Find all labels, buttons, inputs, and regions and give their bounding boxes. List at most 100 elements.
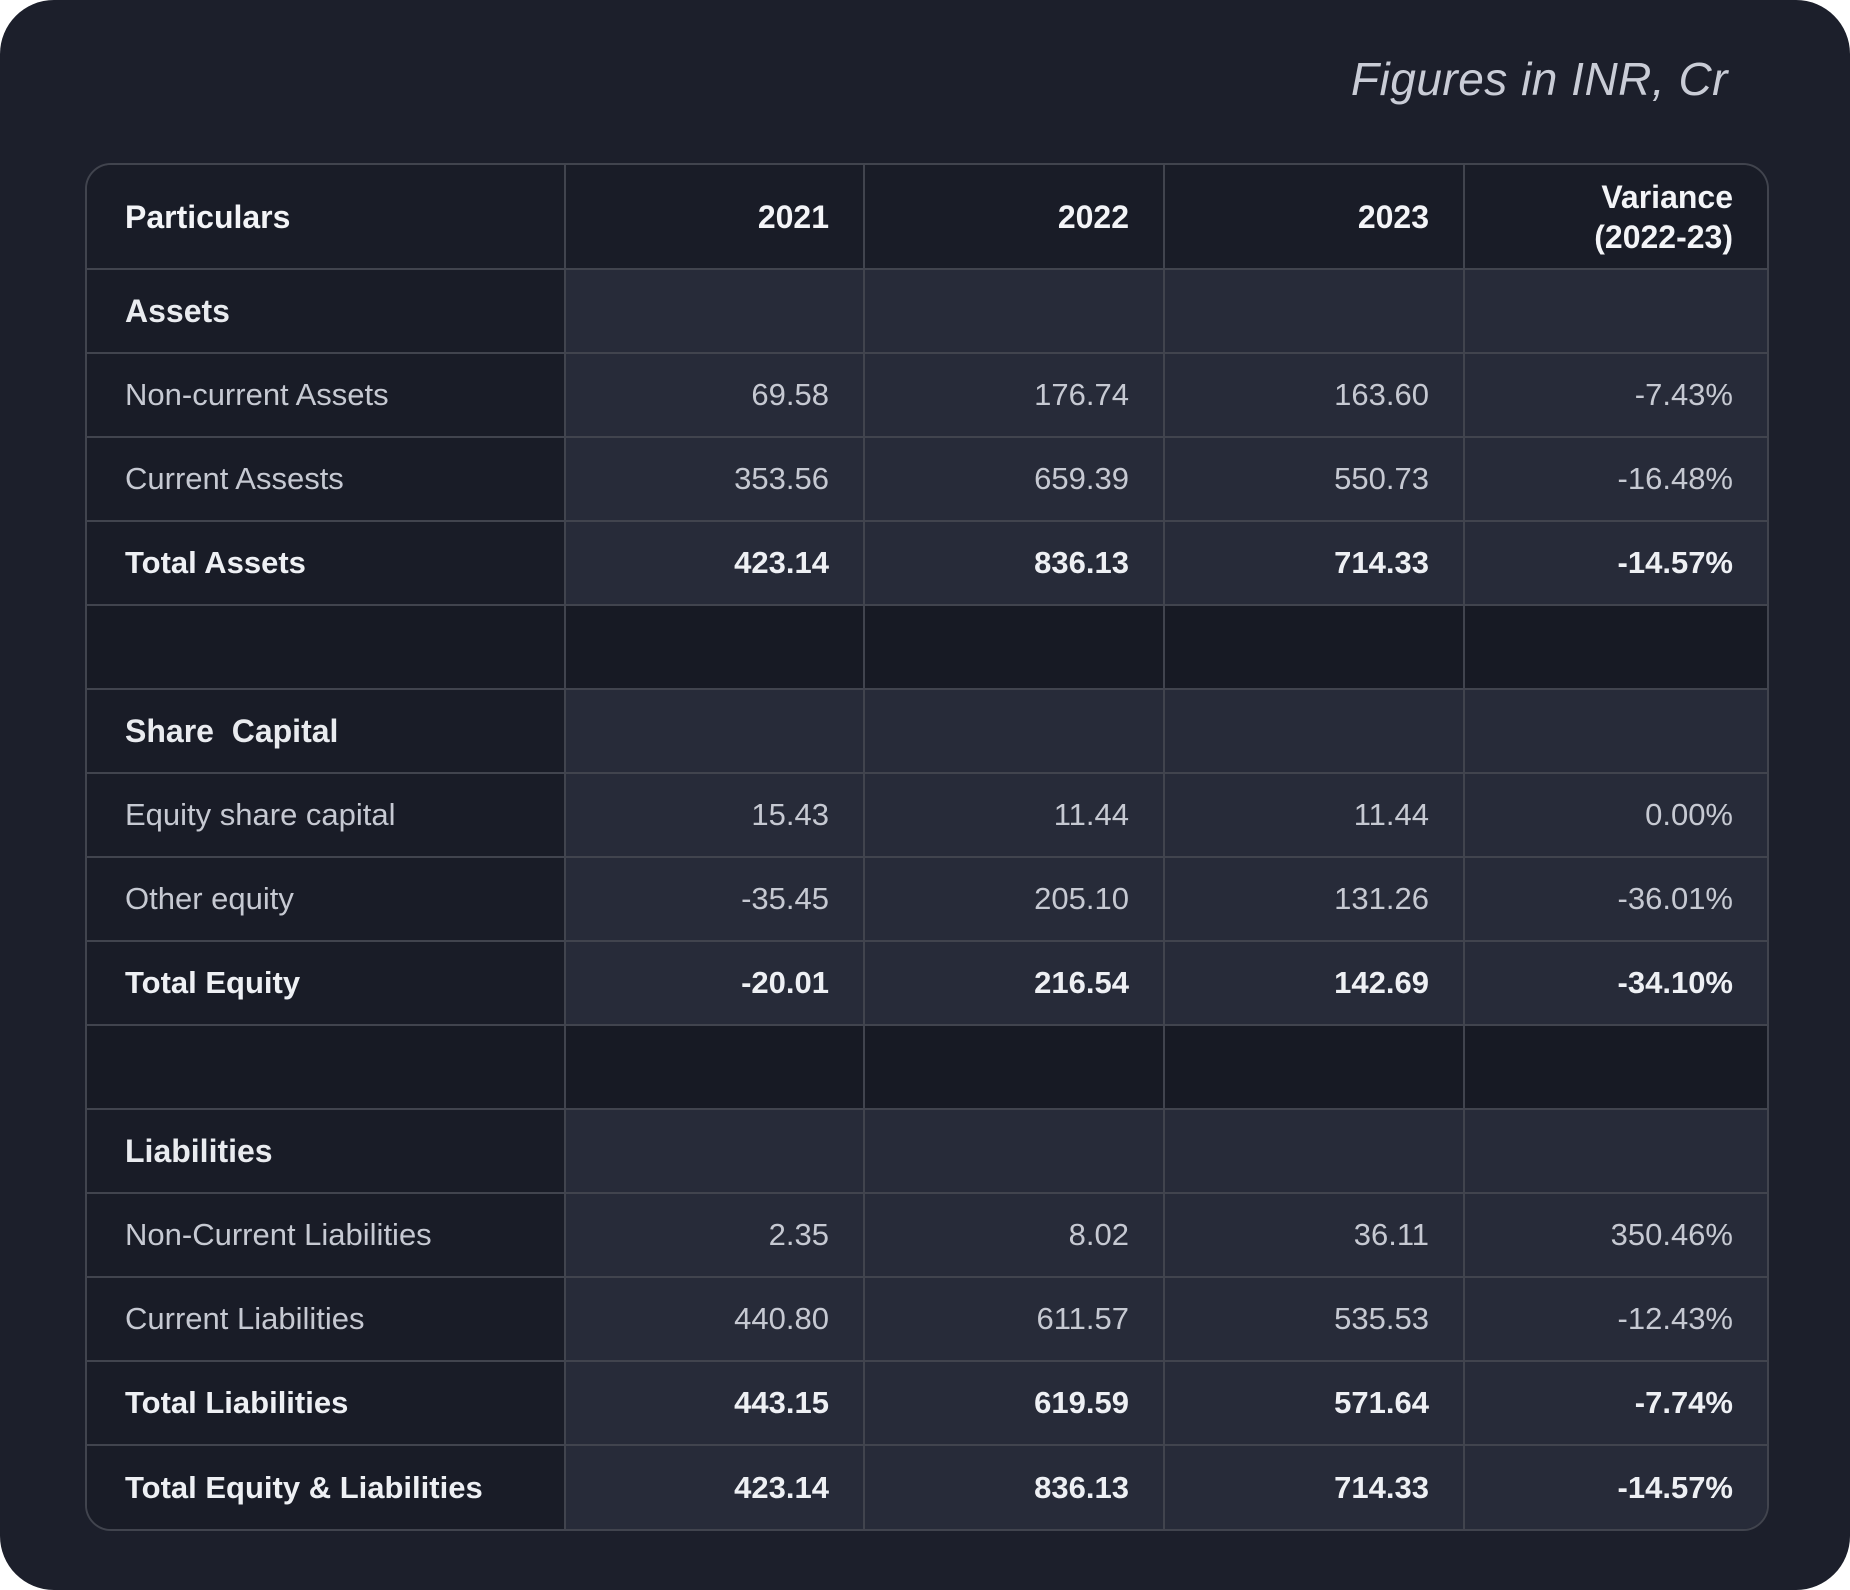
row-label: Total Equity & Liabilities xyxy=(87,1444,566,1529)
cell-value: 69.58 xyxy=(564,352,865,438)
cell-value: -7.43% xyxy=(1463,352,1767,438)
cell-value: 176.74 xyxy=(863,352,1165,438)
section-row: Liabilities xyxy=(87,1108,1767,1194)
financials-table: Particulars 2021 2022 2023 Variance (2022… xyxy=(87,165,1767,1529)
row-label: Other equity xyxy=(87,856,566,942)
data-row: Current Assests 353.56 659.39 550.73 -16.48% xyxy=(87,436,1767,522)
cell-value: 836.13 xyxy=(863,520,1165,606)
row-label xyxy=(87,1024,566,1110)
data-row: Equity share capital 15.43 11.44 11.44 0.00% xyxy=(87,772,1767,858)
row-label: Total Assets xyxy=(87,520,566,606)
cell-value: 2.35 xyxy=(564,1192,865,1278)
section-row: Share Capital xyxy=(87,688,1767,774)
total-row: Total Liabilities 443.15 619.59 571.64 -7.74… xyxy=(87,1360,1767,1446)
cell-value: 8.02 xyxy=(863,1192,1165,1278)
column-header-2021: 2021 xyxy=(564,165,865,270)
cell-value: 571.64 xyxy=(1163,1360,1465,1446)
cell-value xyxy=(1163,604,1465,690)
cell-value: 443.15 xyxy=(564,1360,865,1446)
cell-value: 440.80 xyxy=(564,1276,865,1362)
cell-value: 36.11 xyxy=(1163,1192,1465,1278)
section-row: Assets xyxy=(87,268,1767,354)
cell-value xyxy=(1463,688,1767,774)
cell-value xyxy=(863,604,1165,690)
row-label: Equity share capital xyxy=(87,772,566,858)
data-row: Non-current Assets 69.58 176.74 163.60 -7.43… xyxy=(87,352,1767,438)
cell-value: 142.69 xyxy=(1163,940,1465,1026)
cell-value xyxy=(564,604,865,690)
row-label: Assets xyxy=(87,268,566,354)
cell-value: -7.74% xyxy=(1463,1360,1767,1446)
cell-value xyxy=(1163,688,1465,774)
row-label: Share Capital xyxy=(87,688,566,774)
data-row: Non-Current Liabilities 2.35 8.02 36.11 350.… xyxy=(87,1192,1767,1278)
cell-value: 714.33 xyxy=(1163,1444,1465,1529)
cell-value: 535.53 xyxy=(1163,1276,1465,1362)
cell-value: 423.14 xyxy=(564,520,865,606)
total-row: Total Assets 423.14 836.13 714.33 -14.57% xyxy=(87,520,1767,606)
cell-value xyxy=(1163,268,1465,354)
balance-sheet-table: Particulars 2021 2022 2023 Variance (2022… xyxy=(85,163,1769,1531)
row-label xyxy=(87,604,566,690)
column-header-2022: 2022 xyxy=(863,165,1165,270)
cell-value: 619.59 xyxy=(863,1360,1165,1446)
variance-label-line2: (2022-23) xyxy=(1594,218,1733,255)
row-label: Liabilities xyxy=(87,1108,566,1194)
cell-value: 423.14 xyxy=(564,1444,865,1529)
data-row: Current Liabilities 440.80 611.57 535.53 -12… xyxy=(87,1276,1767,1362)
cell-value: -14.57% xyxy=(1463,520,1767,606)
table-body: Assets Non-current Assets 69.58 176.74 163.6… xyxy=(87,268,1767,1529)
spacer-row xyxy=(87,604,1767,690)
cell-value: 659.39 xyxy=(863,436,1165,522)
cell-value xyxy=(564,688,865,774)
figures-unit-note: Figures in INR, Cr xyxy=(1350,53,1728,105)
cell-value: 11.44 xyxy=(863,772,1165,858)
cell-value: 163.60 xyxy=(1163,352,1465,438)
total-row: Total Equity & Liabilities 423.14 836.13 71… xyxy=(87,1444,1767,1529)
cell-value: 353.56 xyxy=(564,436,865,522)
cell-value: 836.13 xyxy=(863,1444,1165,1529)
cell-value: 205.10 xyxy=(863,856,1165,942)
cell-value xyxy=(564,268,865,354)
cell-value: -20.01 xyxy=(564,940,865,1026)
cell-value xyxy=(863,268,1165,354)
cell-value: 131.26 xyxy=(1163,856,1465,942)
cell-value xyxy=(1463,604,1767,690)
header-row: Particulars 2021 2022 2023 Variance (2022… xyxy=(87,165,1767,270)
cell-value xyxy=(1463,1024,1767,1110)
cell-value: 11.44 xyxy=(1163,772,1465,858)
cell-value xyxy=(863,688,1165,774)
cell-value: 714.33 xyxy=(1163,520,1465,606)
variance-label-line1: Variance xyxy=(1601,178,1733,215)
row-label: Non-current Assets xyxy=(87,352,566,438)
row-label: Total Liabilities xyxy=(87,1360,566,1446)
cell-value: 611.57 xyxy=(863,1276,1165,1362)
cell-value: -14.57% xyxy=(1463,1444,1767,1529)
cell-value: -12.43% xyxy=(1463,1276,1767,1362)
column-header-particulars: Particulars xyxy=(87,165,566,270)
cell-value: -35.45 xyxy=(564,856,865,942)
row-label: Non-Current Liabilities xyxy=(87,1192,566,1278)
cell-value xyxy=(1163,1024,1465,1110)
row-label: Current Liabilities xyxy=(87,1276,566,1362)
cell-value xyxy=(564,1024,865,1110)
cell-value xyxy=(1163,1108,1465,1194)
column-header-variance: Variance (2022-23) xyxy=(1463,165,1767,270)
cell-value: -16.48% xyxy=(1463,436,1767,522)
column-header-2023: 2023 xyxy=(1163,165,1465,270)
cell-value xyxy=(1463,268,1767,354)
data-row: Other equity -35.45 205.10 131.26 -36.01% xyxy=(87,856,1767,942)
cell-value xyxy=(564,1108,865,1194)
cell-value: 550.73 xyxy=(1163,436,1465,522)
spacer-row xyxy=(87,1024,1767,1110)
cell-value xyxy=(863,1024,1165,1110)
cell-value: -36.01% xyxy=(1463,856,1767,942)
cell-value: 216.54 xyxy=(863,940,1165,1026)
cell-value xyxy=(1463,1108,1767,1194)
cell-value: 0.00% xyxy=(1463,772,1767,858)
cell-value: 350.46% xyxy=(1463,1192,1767,1278)
cell-value: 15.43 xyxy=(564,772,865,858)
cell-value: -34.10% xyxy=(1463,940,1767,1026)
row-label: Current Assests xyxy=(87,436,566,522)
